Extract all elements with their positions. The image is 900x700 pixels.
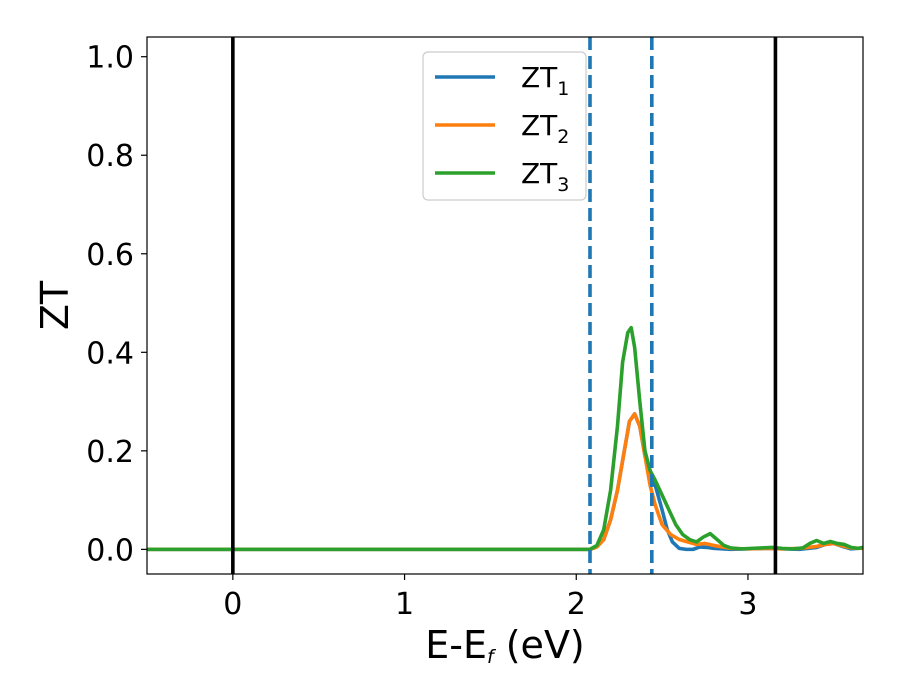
x-axis-title: E-Ef (eV) [425,623,585,668]
x-tick-label: 0 [223,587,242,622]
legend-label-sub: 3 [557,174,569,196]
y-tick-label: 0.6 [86,238,134,273]
series-line-zt2 [147,412,863,552]
legend-label-zt2: ZT2 [521,109,569,148]
x-tick-label: 2 [567,587,586,622]
y-tick-label: 1.0 [86,41,134,76]
plot-area [147,37,863,574]
legend-label-main: ZT [521,109,558,142]
x-axis-title-sub: f [487,646,497,668]
x-tick-label: 3 [738,587,757,622]
legend-label-zt1: ZT1 [521,61,569,100]
legend-label-sub: 1 [557,78,569,100]
y-axis-ticks: 0.0 0.2 0.4 0.6 0.8 1.0 [86,41,147,568]
y-tick-label: 0.0 [86,533,134,568]
x-tick-label: 1 [395,587,414,622]
legend-label-main: ZT [521,157,558,190]
legend-label-zt3: ZT3 [521,157,569,196]
x-axis-title-unit: (eV) [494,623,585,667]
plot-frame [146,36,864,575]
y-axis-title: ZT [33,280,77,330]
y-tick-label: 0.2 [86,435,134,470]
x-axis-ticks: 0 1 2 3 [223,574,758,622]
y-tick-label: 0.8 [86,139,134,174]
x-axis-title-main: E-E [425,623,487,667]
series-line-zt3 [147,325,863,552]
legend-label-sub: 2 [557,126,569,148]
y-tick-label: 0.4 [86,336,134,371]
legend-label-main: ZT [521,61,558,94]
legend-box [422,51,587,201]
